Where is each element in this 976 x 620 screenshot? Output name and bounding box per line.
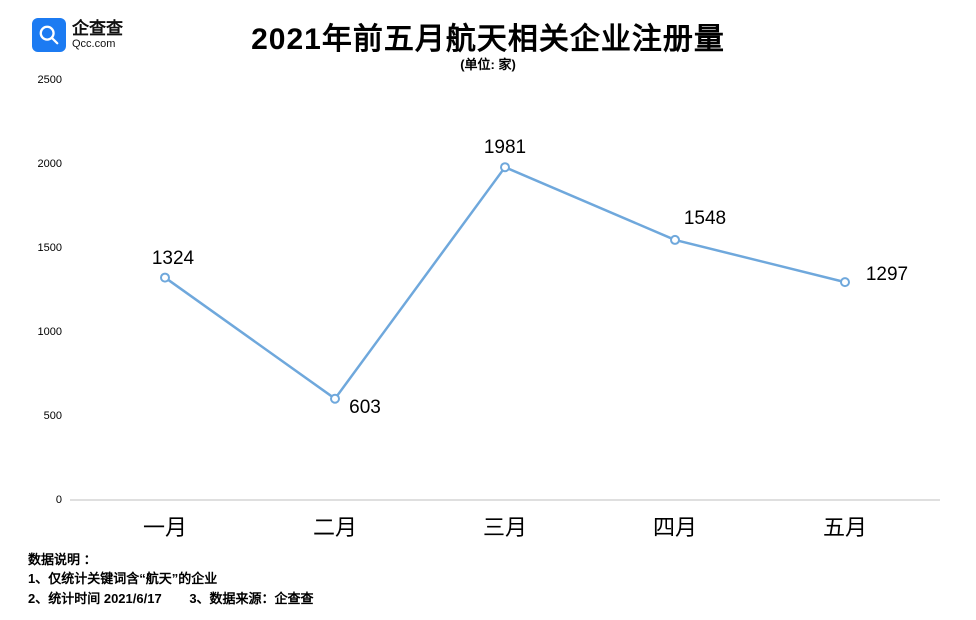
x-category-label: 三月 [483,510,527,542]
x-category-label: 五月 [823,510,867,542]
y-tick-label: 2000 [38,158,62,170]
data-point-label: 1548 [684,208,726,230]
y-tick-label: 1500 [38,242,62,254]
x-category-label: 一月 [143,510,187,542]
x-category-label: 二月 [313,510,357,542]
x-category-label: 四月 [653,510,697,542]
data-point-label: 1297 [866,264,908,286]
line-chart: 05001000150020002500一月二月三月四月五月1324603198… [70,80,940,500]
chart-title: 2021年前五月航天相关企业注册量 [0,14,976,58]
y-tick-label: 1000 [38,326,62,338]
footer-note-3: 3、数据来源：企查查 [189,589,313,609]
footer-heading: 数据说明 ： [28,550,338,570]
footer-notes: 数据说明 ： 1、仅统计关键词含“航天”的企业 2、统计时间 2021/6/17… [28,550,338,609]
footer-note-1: 1、仅统计关键词含“航天”的企业 [28,569,338,589]
y-tick-label: 500 [44,410,62,422]
footer-note-2: 2、统计时间 2021/6/17 [28,589,162,609]
data-point-label: 1324 [152,248,194,270]
y-tick-label: 2500 [38,74,62,86]
data-point-label: 1981 [484,137,526,159]
y-tick-label: 0 [56,494,62,506]
chart-subtitle: (单位: 家) [0,54,976,73]
data-point-label: 603 [349,397,381,419]
